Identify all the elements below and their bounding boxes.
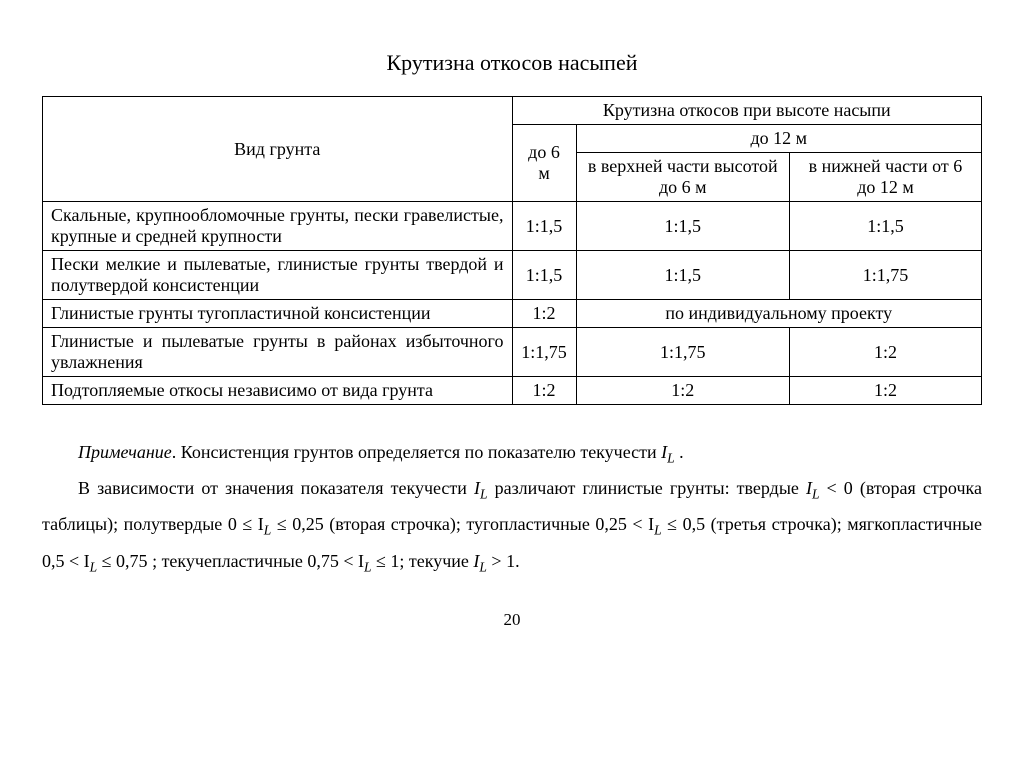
math-L: L [479,559,487,574]
note-label: Примечание [78,442,172,462]
table-row: Глинистые грунты тугопластичной консисте… [43,300,982,328]
cell-v1: 1:2 [512,377,576,405]
th-upper6: в верхней части высотой до 6 м [576,153,789,202]
math-part: ≤ 0,25 [271,514,323,534]
cell-v2: 1:1,5 [576,202,789,251]
th-upto12: до 12 м [576,125,981,153]
cell-label: Пески мелкие и пылеватые, глинистые грун… [43,251,513,300]
math-expr: 0,25 < IL ≤ 0,5 [595,514,705,534]
math-rel: > 1 [487,551,515,571]
table-row: Подтопляемые откосы независимо от вида г… [43,377,982,405]
note-text: . [675,442,684,462]
slope-table: Вид грунта Крутизна откосов при высоте н… [42,96,982,405]
note-text: различают глинистые грунты: твердые [488,478,806,498]
math-L: L [654,523,662,538]
math-part: ≤ 0,75 [97,551,147,571]
math-IL: IL [474,478,488,498]
note-text: ; текучие [399,551,473,571]
cell-v1: 1:1,5 [512,251,576,300]
math-part: ≤ 0,5 [662,514,705,534]
note-text: В зависимости от значения показателя тек… [78,478,474,498]
math-part: ≤ 1 [371,551,399,571]
note-text: ; текучепластичные [148,551,308,571]
cell-v2: 1:1,75 [576,328,789,377]
th-lower6-12: в нижней части от 6 до 12 м [789,153,981,202]
math-expr: 0,5 < IL ≤ 0,75 [42,551,148,571]
cell-v3: 1:2 [789,328,981,377]
math-expr: IL > 1 [473,551,515,571]
math-expr: 0 ≤ IL ≤ 0,25 [228,514,324,534]
note-2: В зависимости от значения показателя тек… [42,471,982,580]
notes-block: Примечание. Консистенция грунтов определ… [42,435,982,580]
cell-v1: 1:1,5 [512,202,576,251]
th-upto6: до 6 м [512,125,576,202]
cell-v3: 1:1,5 [789,202,981,251]
page-number: 20 [40,610,984,630]
math-IL: IL [661,442,675,462]
note-text: . Консистенция грунтов определяется по п… [172,442,661,462]
math-expr: 0,75 < IL ≤ 1 [307,551,399,571]
table-row: Скальные, крупнообломочные грунты, пески… [43,202,982,251]
cell-v2: 1:2 [576,377,789,405]
math-part: 0 ≤ I [228,514,264,534]
table-row: Пески мелкие и пылеватые, глинистые грун… [43,251,982,300]
note-text: (третья строчка); мягкопластичные [705,514,982,534]
math-expr: IL < 0 [806,478,853,498]
math-L: L [667,451,675,466]
math-part: 0,25 < I [595,514,654,534]
cell-v1: 1:2 [512,300,576,328]
page-title: Крутизна откосов насыпей [40,50,984,76]
math-L: L [480,487,488,502]
cell-v3: 1:1,75 [789,251,981,300]
cell-label: Подтопляемые откосы независимо от вида г… [43,377,513,405]
note-1: Примечание. Консистенция грунтов определ… [42,435,982,471]
cell-v3: 1:2 [789,377,981,405]
cell-v2: 1:1,5 [576,251,789,300]
math-rel: < 0 [819,478,852,498]
cell-merged: по индивидуальному проекту [576,300,981,328]
cell-label: Глинистые грунты тугопластичной консисте… [43,300,513,328]
table-row: Глинистые и пылеватые грунты в районах и… [43,328,982,377]
note-text: (вторая строчка); тугопластичные [324,514,596,534]
cell-label: Скальные, крупнообломочные грунты, пески… [43,202,513,251]
math-part: 0,5 < I [42,551,90,571]
cell-v1: 1:1,75 [512,328,576,377]
th-soil-type: Вид грунта [43,97,513,202]
cell-label: Глинистые и пылеватые грунты в районах и… [43,328,513,377]
th-slope-heading: Крутизна откосов при высоте насыпи [512,97,982,125]
note-text: . [515,551,520,571]
math-part: 0,75 < I [307,551,364,571]
